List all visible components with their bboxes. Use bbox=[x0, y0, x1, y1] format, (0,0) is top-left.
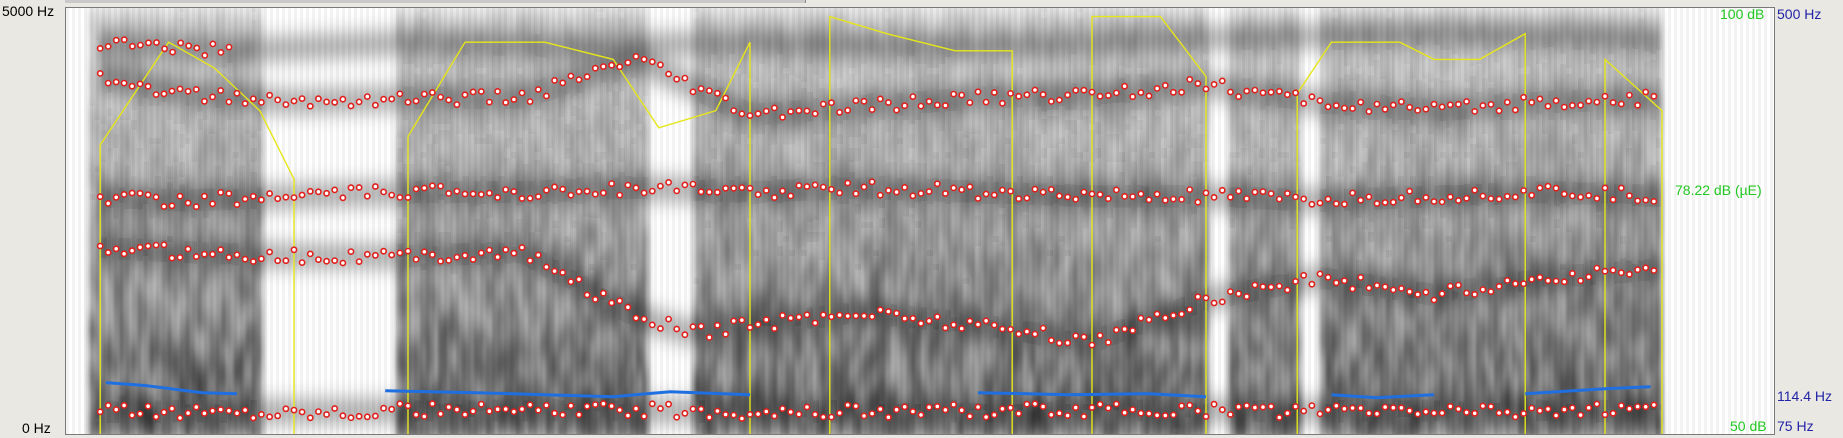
selection-bar bbox=[65, 0, 806, 3]
spectrogram-canvas bbox=[66, 8, 1774, 434]
freq-axis-top-label: 5000 Hz bbox=[2, 3, 55, 19]
freq-axis-bottom-label: 0 Hz bbox=[22, 420, 51, 436]
spectrogram-view[interactable] bbox=[65, 7, 1775, 435]
